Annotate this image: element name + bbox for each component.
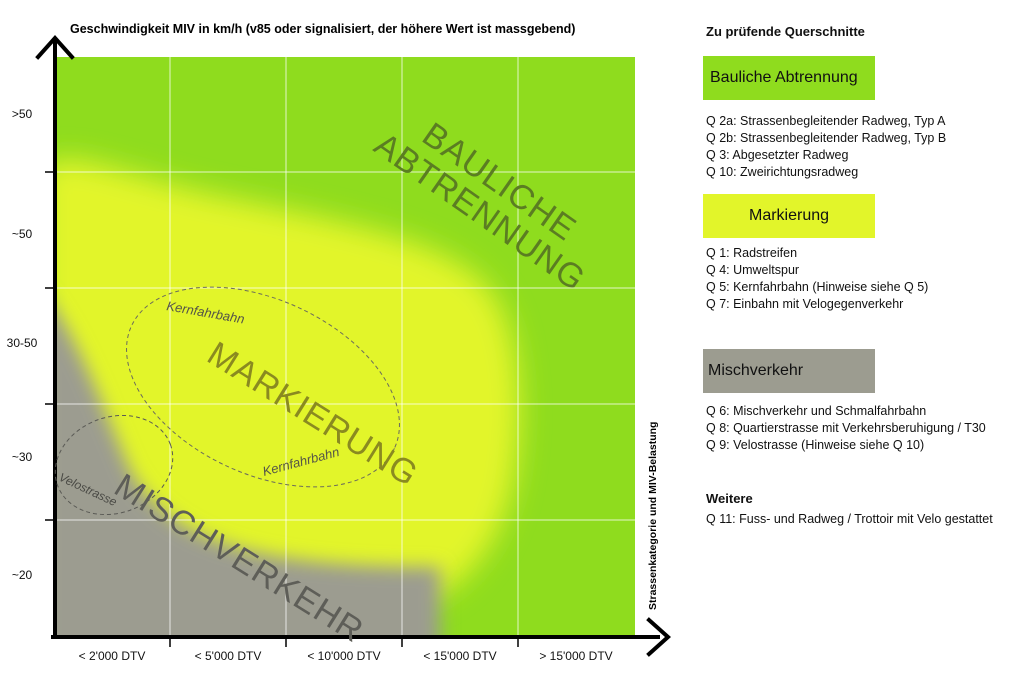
grid — [55, 57, 635, 635]
list-item: Q 1: Radstreifen — [706, 246, 798, 260]
markierung-legend-box: Markierung — [703, 194, 875, 238]
y-label: ~30 — [12, 450, 33, 464]
y-axis-title: Geschwindigkeit MIV in km/h (v85 oder si… — [70, 22, 575, 36]
list-item: Q 3: Abgesetzter Radweg — [706, 148, 849, 162]
y-label: ~20 — [12, 568, 33, 582]
decision-diagram: Geschwindigkeit MIV in km/h (v85 oder si… — [7, 22, 671, 663]
mischverkehr-zone — [55, 309, 440, 635]
kernfahrbahn-ellipse — [126, 286, 400, 488]
weitere-title: Weitere — [706, 491, 753, 506]
list-item: Q 5: Kernfahrbahn (Hinweise siehe Q 5) — [706, 280, 929, 294]
x-label: < 10'000 DTV — [307, 649, 380, 663]
list-item: Q 7: Einbahn mit Velogegenverkehr — [706, 297, 904, 311]
list-item: Q 11: Fuss- und Radweg / Trottoir mit Ve… — [706, 512, 993, 526]
mischverkehr-legend-label: Mischverkehr — [708, 362, 804, 379]
list-item: Q 10: Zweirichtungsradweg — [706, 165, 859, 179]
y-label: ~50 — [12, 227, 33, 241]
axes — [35, 35, 671, 657]
y-axis-labels: >50 ~50 30-50 ~30 ~20 — [7, 107, 38, 582]
velostrasse-ellipse — [54, 414, 174, 516]
list-item: Q 6: Mischverkehr und Schmalfahrbahn — [706, 404, 927, 418]
y-label: >50 — [12, 107, 33, 121]
markierung-list: Q 1: Radstreifen Q 4: Umweltspur Q 5: Ke… — [706, 245, 928, 313]
x-label: < 2'000 DTV — [79, 649, 146, 663]
list-item: Q 9: Velostrasse (Hinweise siehe Q 10) — [706, 438, 925, 452]
x-label: < 5'000 DTV — [195, 649, 262, 663]
y-label: 30-50 — [7, 336, 38, 350]
list-item: Q 2a: Strassenbegleitender Radweg, Typ A — [706, 114, 946, 128]
plot-area — [55, 57, 635, 635]
x-axis-title: Strassenkategorie und MIV-Belastung — [647, 422, 659, 610]
list-item: Q 8: Quartierstrasse mit Verkehrsberuhig… — [706, 421, 986, 435]
x-label: < 15'000 DTV — [423, 649, 496, 663]
bauliche-legend-box: Bauliche Abtrennung — [703, 56, 875, 100]
bauliche-list: Q 2a: Strassenbegleitender Radweg, Typ A… — [706, 113, 946, 181]
mischverkehr-legend-box: Mischverkehr — [703, 349, 875, 393]
weitere-list: Q 11: Fuss- und Radweg / Trottoir mit Ve… — [706, 511, 993, 528]
legend: Zu prüfende Querschnitte Bauliche Abtren… — [703, 0, 1024, 683]
markierung-zone — [55, 159, 520, 600]
mischverkehr-list: Q 6: Mischverkehr und Schmalfahrbahn Q 8… — [706, 403, 986, 454]
bauliche-legend-label: Bauliche Abtrennung — [710, 69, 858, 86]
x-axis-labels: < 2'000 DTV < 5'000 DTV < 10'000 DTV < 1… — [79, 649, 613, 663]
list-item: Q 4: Umweltspur — [706, 263, 800, 277]
markierung-legend-label: Markierung — [748, 207, 830, 224]
list-item: Q 2b: Strassenbegleitender Radweg, Typ B — [706, 131, 947, 145]
legend-title: Zu prüfende Querschnitte — [706, 24, 865, 39]
axis-ticks — [45, 171, 519, 647]
x-label: > 15'000 DTV — [539, 649, 612, 663]
